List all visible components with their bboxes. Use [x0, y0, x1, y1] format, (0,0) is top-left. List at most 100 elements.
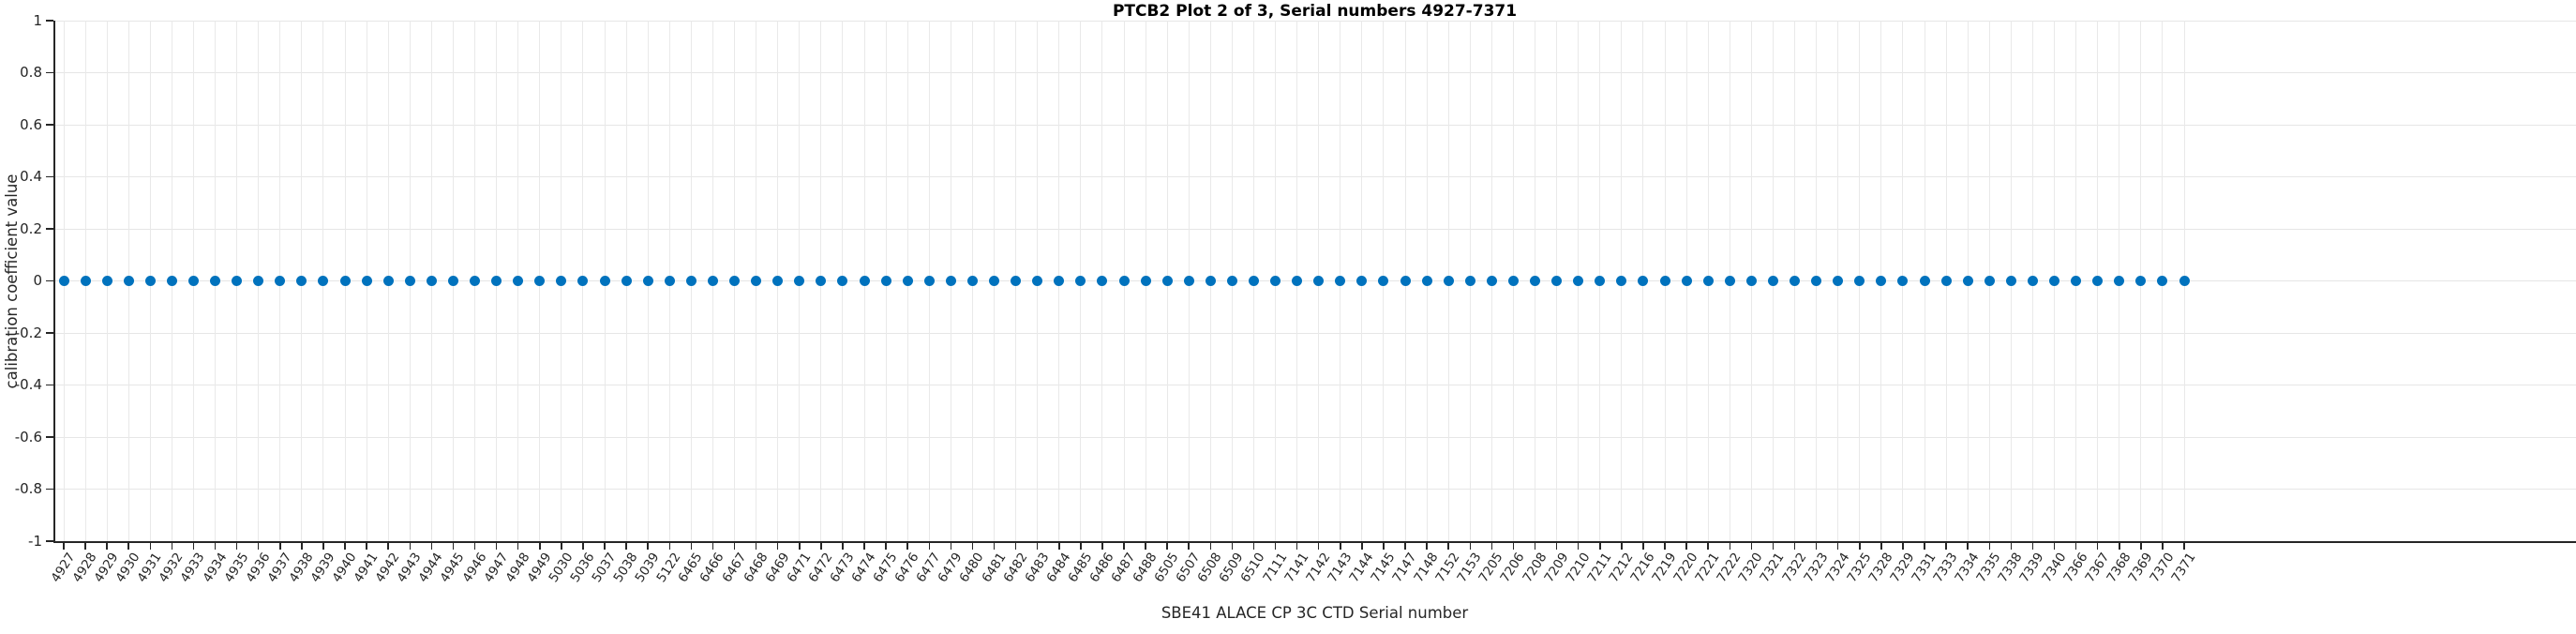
x-tick-mark — [2074, 542, 2077, 550]
x-tick-mark — [387, 542, 389, 550]
y-axis-label: calibration coefficient value — [3, 174, 21, 389]
data-point — [1940, 276, 1952, 286]
x-tick-mark — [1036, 542, 1039, 550]
x-tick-mark — [1145, 542, 1146, 550]
data-point — [1486, 276, 1497, 286]
data-point — [664, 276, 675, 286]
data-point — [1075, 276, 1086, 286]
y-tick-mark — [46, 384, 53, 386]
data-point — [642, 276, 653, 286]
x-tick-mark — [1231, 542, 1234, 550]
data-point — [2049, 276, 2059, 286]
data-point — [902, 276, 913, 286]
y-tick-label: -0.6 — [14, 428, 42, 445]
x-tick-mark — [344, 542, 346, 550]
x-tick-mark — [106, 542, 108, 550]
x-tick-mark — [863, 542, 865, 550]
x-tick-mark — [625, 542, 627, 550]
x-tick-mark — [1383, 542, 1385, 550]
y-tick-label: 1 — [33, 11, 42, 29]
y-tick-mark — [46, 488, 53, 491]
x-tick-mark — [127, 542, 129, 550]
data-point — [1876, 276, 1887, 286]
x-tick-mark — [1924, 542, 1925, 550]
data-point — [1248, 276, 1259, 286]
data-point — [1745, 276, 1757, 286]
x-axis-line — [53, 541, 2576, 543]
data-point — [577, 276, 589, 286]
x-tick-mark — [820, 542, 822, 550]
x-tick-mark — [1621, 542, 1623, 550]
data-point — [1335, 276, 1346, 286]
data-point — [123, 276, 134, 286]
y-gridline — [53, 489, 2576, 490]
data-point — [1161, 276, 1173, 286]
x-tick-mark — [604, 542, 606, 550]
data-point — [989, 276, 999, 286]
data-point — [1356, 276, 1368, 286]
x-tick-mark — [1209, 542, 1212, 550]
x-tick-mark — [279, 542, 281, 550]
x-tick-mark — [1750, 542, 1753, 550]
data-point — [1464, 276, 1475, 286]
y-tick-mark — [46, 436, 53, 438]
data-point — [2135, 276, 2147, 286]
x-tick-mark — [1577, 542, 1580, 550]
x-tick-mark — [1404, 542, 1406, 550]
data-point — [1011, 276, 1022, 286]
data-point — [1854, 276, 1865, 286]
data-point — [1140, 276, 1151, 286]
x-axis-label: SBE41 ALACE CP 3C CTD Serial number — [1161, 604, 1469, 622]
x-tick-mark — [711, 542, 714, 550]
x-tick-mark — [2162, 542, 2164, 550]
x-tick-mark — [539, 542, 541, 550]
data-point — [1292, 276, 1303, 286]
y-tick-mark — [46, 124, 53, 126]
x-tick-mark — [647, 542, 649, 550]
data-point — [382, 276, 394, 286]
x-tick-mark — [2031, 542, 2034, 550]
y-axis-line — [53, 21, 55, 541]
data-point — [1573, 276, 1584, 286]
data-point — [166, 276, 177, 286]
data-point — [945, 276, 956, 286]
x-tick-mark — [2010, 542, 2013, 550]
y-tick-label: 0.8 — [20, 64, 42, 81]
x-tick-mark — [149, 542, 152, 550]
data-point — [1421, 276, 1432, 286]
y-tick-mark — [46, 540, 53, 542]
x-tick-mark — [1534, 542, 1536, 550]
x-tick-mark — [1252, 542, 1255, 550]
data-point — [729, 276, 741, 286]
data-point — [80, 276, 91, 286]
y-tick-mark — [46, 20, 53, 22]
data-point — [534, 276, 546, 286]
x-tick-mark — [993, 542, 996, 550]
x-tick-mark — [1988, 542, 1990, 550]
x-tick-mark — [517, 542, 519, 550]
data-point — [751, 276, 762, 286]
y-gridline — [53, 20, 2576, 22]
data-point — [1378, 276, 1389, 286]
data-point — [1767, 276, 1778, 286]
data-point — [1616, 276, 1627, 286]
x-tick-mark — [452, 542, 455, 550]
x-tick-mark — [430, 542, 433, 550]
x-tick-mark — [301, 542, 303, 550]
x-tick-mark — [1274, 542, 1277, 550]
y-tick-label: 0.6 — [20, 115, 42, 133]
x-tick-mark — [1599, 542, 1601, 550]
x-tick-mark — [1123, 542, 1125, 550]
x-tick-mark — [668, 542, 671, 550]
x-tick-mark — [1729, 542, 1731, 550]
data-point — [923, 276, 935, 286]
x-tick-mark — [2183, 542, 2185, 550]
data-point — [966, 276, 978, 286]
data-point — [187, 276, 199, 286]
y-tick-mark — [46, 228, 53, 230]
x-tick-mark — [733, 542, 736, 550]
data-point — [1205, 276, 1216, 286]
data-point — [361, 276, 372, 286]
data-point — [339, 276, 351, 286]
x-tick-mark — [1945, 542, 1947, 550]
